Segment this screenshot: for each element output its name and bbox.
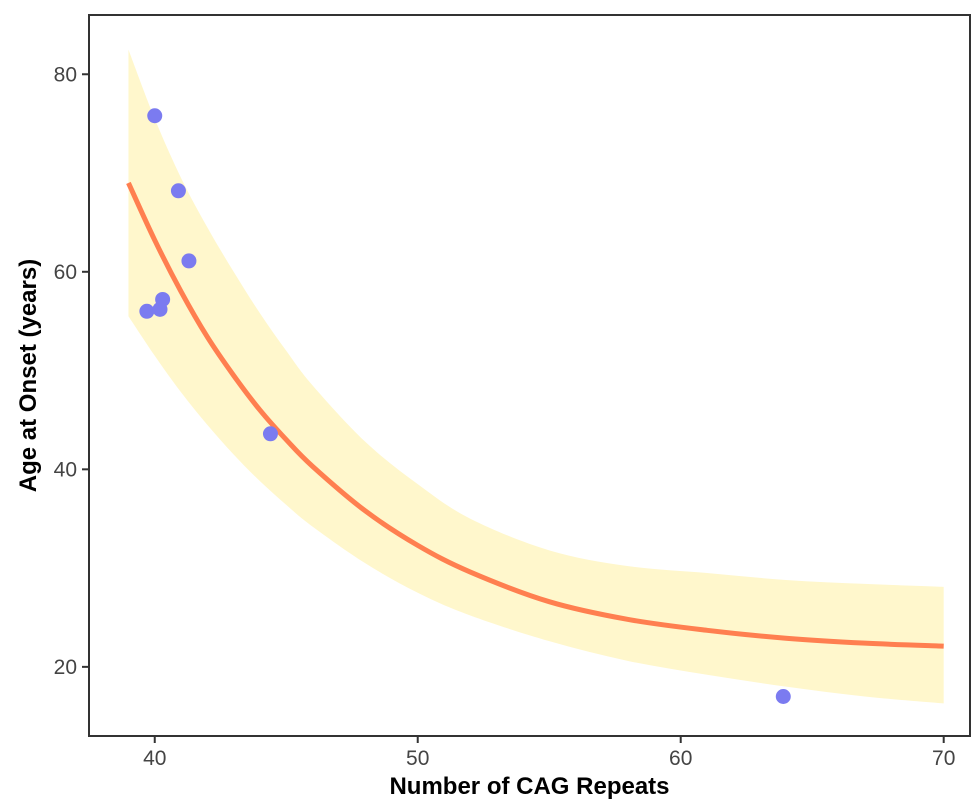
x-tick-label: 60 <box>669 747 692 770</box>
y-axis-title: Age at Onset (years) <box>15 259 42 492</box>
y-tick-label: 80 <box>54 63 77 86</box>
data-points-layer <box>139 108 791 704</box>
confidence-band <box>128 49 944 704</box>
y-axis: 20 40 60 80 <box>54 63 89 679</box>
x-tick-label: 70 <box>932 747 955 770</box>
confidence-band-layer <box>128 49 944 704</box>
plot-frame <box>88 14 971 737</box>
data-point <box>139 303 155 319</box>
data-point <box>181 253 197 269</box>
x-tick-label: 50 <box>406 747 429 770</box>
data-point <box>775 688 791 704</box>
fit-line <box>126 181 944 649</box>
x-tick-label: 40 <box>143 747 166 770</box>
x-axis-title: Number of CAG Repeats <box>389 773 669 800</box>
x-axis: 40 50 60 70 <box>143 736 955 770</box>
y-tick-label: 40 <box>54 458 77 481</box>
fit-line-layer <box>126 181 944 649</box>
y-tick-label: 60 <box>54 261 77 284</box>
y-tick-label: 20 <box>54 656 77 679</box>
data-point <box>155 291 171 307</box>
data-point <box>170 183 186 199</box>
data-point <box>262 426 278 442</box>
data-point <box>147 108 163 124</box>
